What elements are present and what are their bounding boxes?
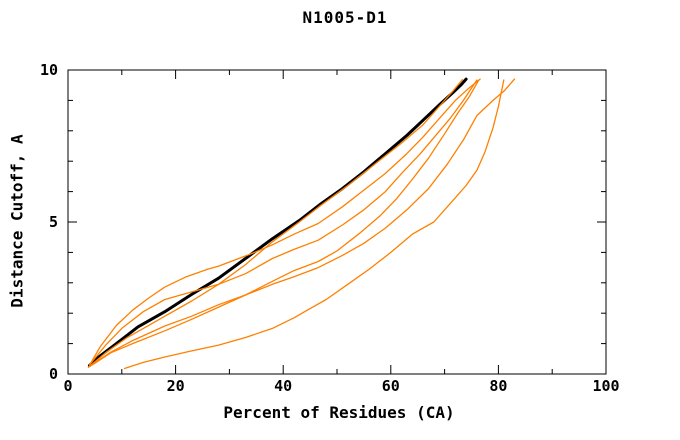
x-axis-label: Percent of Residues (CA) [223,403,455,422]
x-tick-label: 40 [274,377,293,395]
curve-orange-model-3 [88,79,478,366]
curve-orange-model-6-low-flat [123,79,505,370]
x-tick-label: 20 [166,377,185,395]
chart-title: N1005-D1 [302,8,388,27]
x-tick-label: 0 [63,377,73,395]
curve-orange-model-5-sagging [88,78,516,368]
curve-highlighted-model-black [88,77,468,367]
x-tick-label: 100 [592,377,620,395]
curve-orange-model-1-hugging-black [87,79,464,368]
y-tick-label: 10 [39,61,58,79]
y-tick-label: 0 [48,365,58,383]
y-tick-label: 5 [48,213,58,231]
curve-orange-model-2-upper-fan [89,78,481,365]
x-tick-label: 60 [381,377,400,395]
curve-orange-model-4 [91,79,480,366]
x-tick-label: 80 [489,377,508,395]
plot-border [67,69,607,375]
